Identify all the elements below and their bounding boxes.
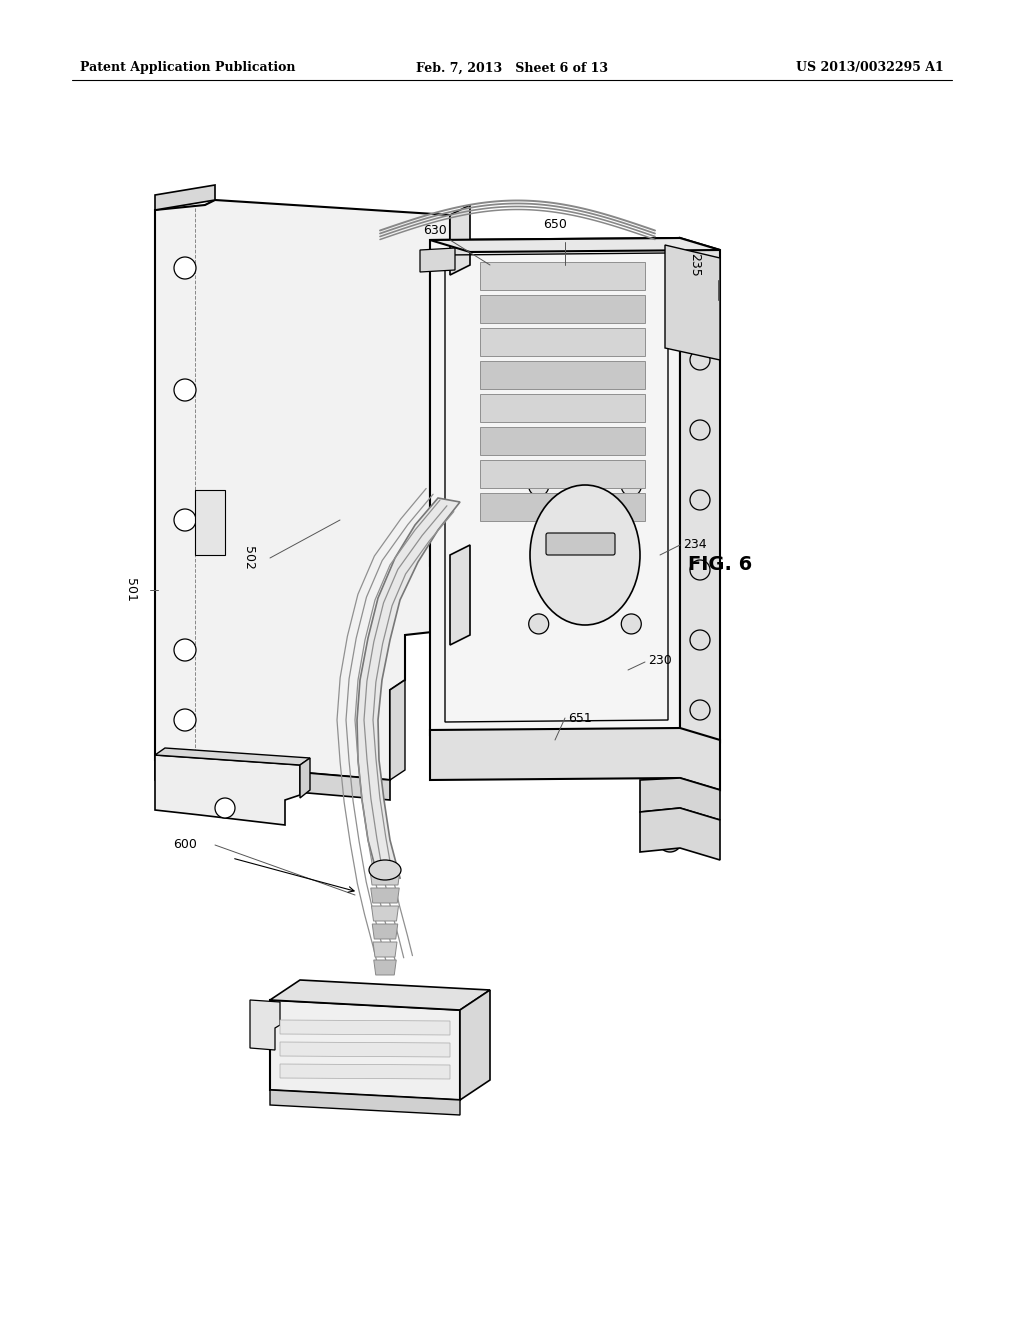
Polygon shape xyxy=(280,1041,450,1057)
Polygon shape xyxy=(450,545,470,645)
Polygon shape xyxy=(195,490,225,554)
Polygon shape xyxy=(480,261,645,290)
Text: Patent Application Publication: Patent Application Publication xyxy=(80,62,296,74)
Polygon shape xyxy=(640,777,720,820)
Polygon shape xyxy=(480,393,645,422)
Circle shape xyxy=(690,420,710,440)
Polygon shape xyxy=(155,185,215,210)
Circle shape xyxy=(450,744,470,766)
Circle shape xyxy=(658,822,682,847)
Polygon shape xyxy=(480,360,645,389)
Polygon shape xyxy=(300,758,310,799)
Polygon shape xyxy=(480,459,645,488)
Polygon shape xyxy=(373,924,397,939)
Circle shape xyxy=(690,490,710,510)
Polygon shape xyxy=(371,888,399,903)
Text: 235: 235 xyxy=(688,253,701,277)
Circle shape xyxy=(622,614,641,634)
Ellipse shape xyxy=(530,484,640,624)
Text: 600: 600 xyxy=(173,838,197,851)
Ellipse shape xyxy=(369,861,401,880)
Circle shape xyxy=(622,477,641,496)
Circle shape xyxy=(690,700,710,719)
Circle shape xyxy=(215,799,234,818)
Polygon shape xyxy=(270,1090,460,1115)
Circle shape xyxy=(174,709,196,731)
Polygon shape xyxy=(430,729,720,789)
Circle shape xyxy=(528,614,549,634)
Circle shape xyxy=(690,280,710,300)
Circle shape xyxy=(174,639,196,661)
Circle shape xyxy=(528,477,549,496)
Polygon shape xyxy=(357,498,460,878)
Polygon shape xyxy=(430,238,720,252)
Polygon shape xyxy=(155,755,300,825)
Polygon shape xyxy=(370,870,400,884)
FancyBboxPatch shape xyxy=(546,533,615,554)
Polygon shape xyxy=(665,246,720,360)
Polygon shape xyxy=(480,327,645,356)
Polygon shape xyxy=(480,492,645,521)
Circle shape xyxy=(550,744,570,766)
Text: FIG. 6: FIG. 6 xyxy=(688,556,752,574)
Circle shape xyxy=(690,560,710,579)
Polygon shape xyxy=(280,1064,450,1078)
Text: US 2013/0032295 A1: US 2013/0032295 A1 xyxy=(797,62,944,74)
Polygon shape xyxy=(460,990,490,1100)
Circle shape xyxy=(658,828,682,851)
Text: 502: 502 xyxy=(242,546,255,570)
Polygon shape xyxy=(480,426,645,455)
Circle shape xyxy=(595,744,615,766)
Text: 650: 650 xyxy=(543,219,567,231)
Polygon shape xyxy=(372,906,398,921)
Circle shape xyxy=(660,744,680,766)
Polygon shape xyxy=(155,748,310,766)
Text: 234: 234 xyxy=(683,539,707,552)
Circle shape xyxy=(500,744,520,766)
Polygon shape xyxy=(250,1001,280,1049)
Polygon shape xyxy=(155,760,390,800)
Text: 230: 230 xyxy=(648,653,672,667)
Circle shape xyxy=(254,1030,270,1045)
Polygon shape xyxy=(374,960,396,975)
Circle shape xyxy=(690,630,710,649)
Polygon shape xyxy=(640,808,720,861)
Circle shape xyxy=(658,783,682,807)
Polygon shape xyxy=(680,238,720,742)
Text: Feb. 7, 2013   Sheet 6 of 13: Feb. 7, 2013 Sheet 6 of 13 xyxy=(416,62,608,74)
Circle shape xyxy=(681,296,699,314)
Circle shape xyxy=(174,379,196,401)
Polygon shape xyxy=(373,942,397,957)
Polygon shape xyxy=(450,205,470,275)
Circle shape xyxy=(635,744,655,766)
Circle shape xyxy=(174,257,196,279)
Circle shape xyxy=(174,510,196,531)
Circle shape xyxy=(690,350,710,370)
Text: 651: 651 xyxy=(568,711,592,725)
Circle shape xyxy=(681,326,699,345)
Text: 630: 630 xyxy=(423,223,446,236)
Text: 501: 501 xyxy=(124,578,136,602)
Polygon shape xyxy=(420,248,455,272)
Polygon shape xyxy=(270,979,490,1010)
Polygon shape xyxy=(280,1020,450,1035)
Polygon shape xyxy=(480,294,645,323)
Polygon shape xyxy=(390,680,406,780)
Polygon shape xyxy=(270,1001,460,1100)
Circle shape xyxy=(681,267,699,284)
Polygon shape xyxy=(430,238,680,735)
Polygon shape xyxy=(155,201,450,780)
